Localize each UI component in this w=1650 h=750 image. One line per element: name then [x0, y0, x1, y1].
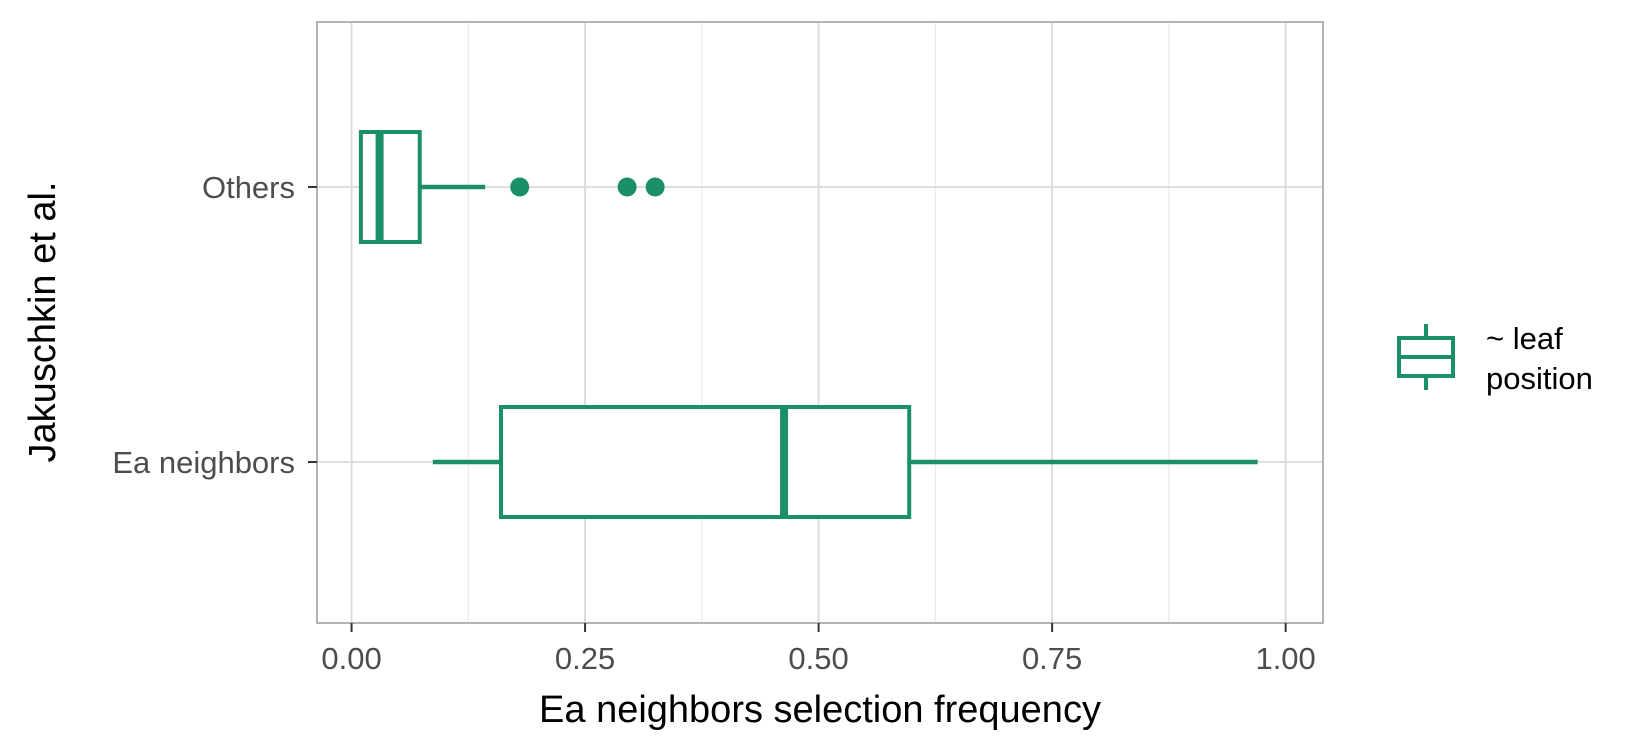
x-tick-label: 0.50: [788, 641, 848, 676]
x-axis-title: Ea neighbors selection frequency: [539, 689, 1101, 731]
outlier-point: [617, 177, 637, 197]
y-axis: Others Ea neighbors: [112, 170, 317, 480]
grid-layer: [317, 22, 1323, 623]
box-iqr: [358, 130, 422, 244]
boxplot-ea-neighbors: [432, 405, 1258, 519]
y-axis-title: Jakuschkin et al.: [22, 182, 64, 463]
legend-key-icon: [1397, 324, 1455, 390]
boxplot-others: [358, 130, 665, 244]
y-tick-label: Others: [202, 170, 295, 205]
legend-label-line-2: position: [1486, 361, 1593, 396]
panel-border: [316, 21, 1324, 624]
legend: ~ leaf position: [1397, 321, 1593, 396]
y-tick-label: Ea neighbors: [112, 445, 295, 480]
box-iqr: [499, 405, 912, 519]
x-axis: 0.00 0.25 0.50 0.75 1.00: [321, 623, 1316, 676]
legend-label-line-1: ~ leaf: [1486, 321, 1563, 356]
x-tick-label: 0.25: [555, 641, 615, 676]
x-tick-label: 0.75: [1022, 641, 1082, 676]
x-tick-label: 1.00: [1255, 641, 1315, 676]
x-tick-label: 0.00: [321, 641, 381, 676]
outlier-point: [645, 177, 665, 197]
outlier-point: [510, 177, 530, 197]
box-layer: [358, 130, 1258, 519]
